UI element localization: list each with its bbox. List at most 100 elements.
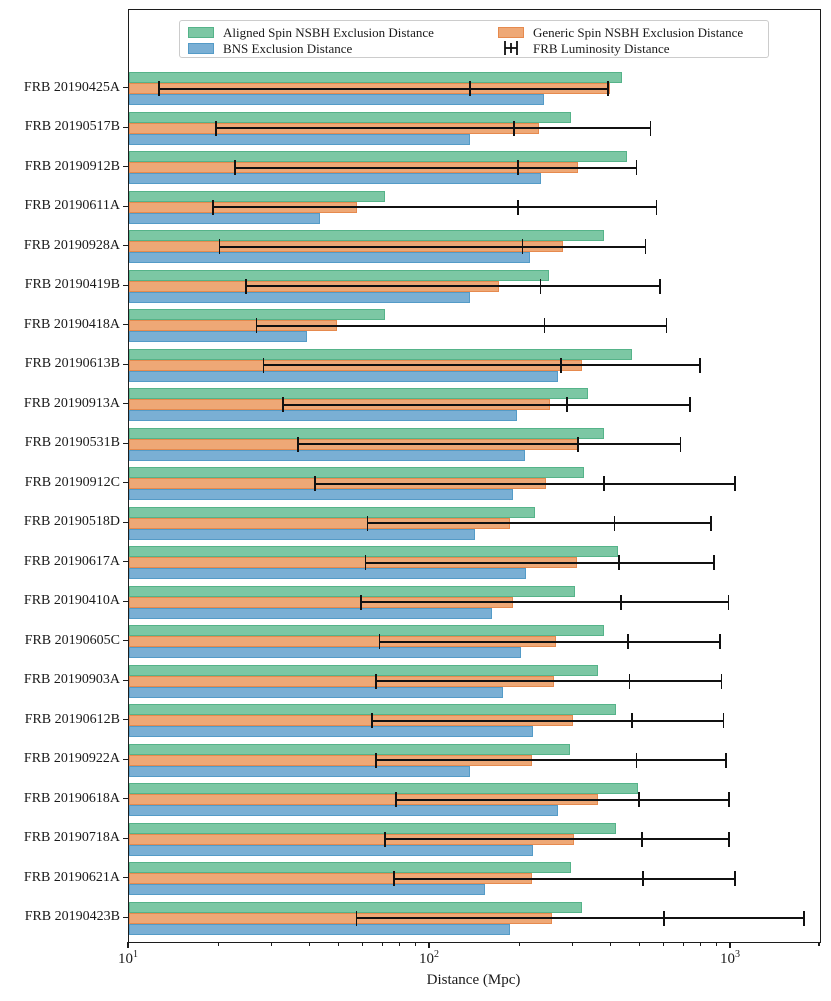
y-tick-label: FRB 20190903A [23, 672, 120, 688]
y-tick-mark [123, 363, 128, 365]
errorbar-cap-low [355, 910, 358, 926]
y-tick-label: FRB 20190928A [23, 237, 120, 253]
y-tick-mark [123, 324, 128, 326]
x-tick-label: 103 [720, 949, 740, 967]
errorbar-cap-high [689, 397, 691, 413]
y-tick-label: FRB 20190425A [23, 79, 120, 95]
x-tick-mark-major [127, 942, 129, 948]
errorbar-cap-low [262, 357, 265, 373]
x-tick-mark-minor [682, 942, 684, 946]
y-tick-mark [123, 640, 128, 642]
bar-bns [129, 291, 471, 303]
y-tick-label: FRB 20190618A [23, 790, 120, 806]
bar-bns [129, 884, 485, 896]
errorbar-cap-low [297, 436, 300, 452]
bar-aligned [129, 151, 627, 163]
errorbar-line [371, 719, 724, 722]
legend-swatch-bns-icon [188, 42, 214, 54]
y-tick-mark [123, 166, 128, 168]
bar-bns [129, 370, 559, 382]
errorbar-cap-high [734, 476, 736, 492]
errorbar-cap-high [728, 792, 730, 808]
y-tick-label: FRB 20190718A [23, 830, 120, 846]
x-tick-mark-minor [399, 942, 401, 946]
errorbar-cap-low [364, 555, 367, 571]
errorbar-cap-mid [577, 436, 579, 452]
legend: Aligned Spin NSBH Exclusion Distance BNS… [179, 20, 769, 58]
y-tick-label: FRB 20190613B [24, 356, 120, 372]
legend-label-bns: BNS Exclusion Distance [223, 40, 353, 56]
plot-area: Aligned Spin NSBH Exclusion Distance BNS… [128, 9, 821, 943]
bar-bns [129, 607, 493, 619]
bar-bns [129, 331, 307, 343]
errorbar-cap-low [314, 476, 316, 492]
bar-bns [129, 252, 530, 264]
y-tick-label: FRB 20190922A [23, 751, 120, 767]
errorbar-cap-high [635, 160, 638, 176]
y-tick-label: FRB 20190418A [23, 316, 120, 332]
errorbar-cap-mid [635, 752, 638, 768]
errorbar-cap-high [665, 318, 668, 334]
bar-aligned [129, 862, 572, 874]
errorbar-line [159, 87, 608, 90]
bar-bns [129, 133, 471, 145]
errorbar-line [216, 127, 651, 130]
errorbar-cap-low [212, 199, 214, 215]
legend-item-frb-luminosity: FRB Luminosity Distance [498, 40, 760, 56]
errorbar-cap-high [720, 673, 723, 689]
errorbar-cap-high [699, 357, 702, 373]
y-tick-mark [123, 442, 128, 444]
legend-swatch-generic-spin-icon [498, 26, 524, 38]
bar-aligned [129, 348, 632, 360]
errorbar-cap-high [655, 199, 658, 215]
errorbar-line [385, 838, 729, 841]
x-tick-label: 101 [118, 949, 138, 967]
bar-bns [129, 686, 504, 698]
y-tick-label: FRB 20190611A [24, 198, 120, 214]
x-tick-mark-minor [361, 942, 363, 946]
errorbar-cap-high [722, 713, 725, 729]
y-tick-mark [123, 600, 128, 602]
errorbar-cap-mid [628, 673, 631, 689]
bar-bns [129, 805, 559, 817]
errorbar-cap-high [649, 120, 652, 136]
bar-bns [129, 844, 533, 856]
errorbar-cap-mid [627, 634, 629, 650]
y-tick-label: FRB 20190423B [24, 909, 120, 925]
errorbar-cap-low [234, 160, 236, 176]
errorbar-cap-low [158, 81, 161, 97]
y-tick-label: FRB 20190912B [24, 158, 120, 174]
bar-aligned [129, 664, 599, 676]
errorbar-cap-low [215, 120, 218, 136]
legend-item-aligned-spin: Aligned Spin NSBH Exclusion Distance [188, 25, 498, 40]
errorbar-line [379, 640, 721, 643]
x-tick-mark-minor [638, 942, 640, 946]
errorbar-cap-low [255, 318, 258, 334]
x-tick-mark-minor [609, 942, 611, 946]
errorbar-cap-mid [663, 910, 666, 926]
y-tick-mark [123, 798, 128, 800]
errorbar-line [375, 759, 726, 762]
y-tick-mark [123, 877, 128, 879]
errorbar-line [235, 166, 637, 169]
y-tick-mark [123, 837, 128, 839]
errorbar-cap-mid [566, 397, 568, 413]
bar-bns [129, 726, 533, 738]
errorbar-cap-mid [619, 594, 622, 610]
bar-bns [129, 568, 526, 580]
x-tick-label: 102 [419, 949, 439, 967]
x-tick-mark-minor [662, 942, 664, 946]
errorbar-cap-high [679, 436, 682, 452]
errorbar-cap-low [218, 239, 221, 255]
errorbar-cap-low [282, 397, 284, 413]
y-tick-label: FRB 20190621A [23, 869, 120, 885]
bar-bns [129, 923, 511, 935]
bar-aligned [129, 427, 604, 439]
y-tick-mark [123, 87, 128, 89]
x-tick-mark-minor [572, 942, 574, 946]
errorbar-cap-low [378, 634, 381, 650]
y-tick-label: FRB 20190912C [24, 474, 120, 490]
errorbar-cap-mid [517, 199, 519, 215]
errorbar-cap-low [374, 752, 377, 768]
bar-bns [129, 173, 542, 185]
